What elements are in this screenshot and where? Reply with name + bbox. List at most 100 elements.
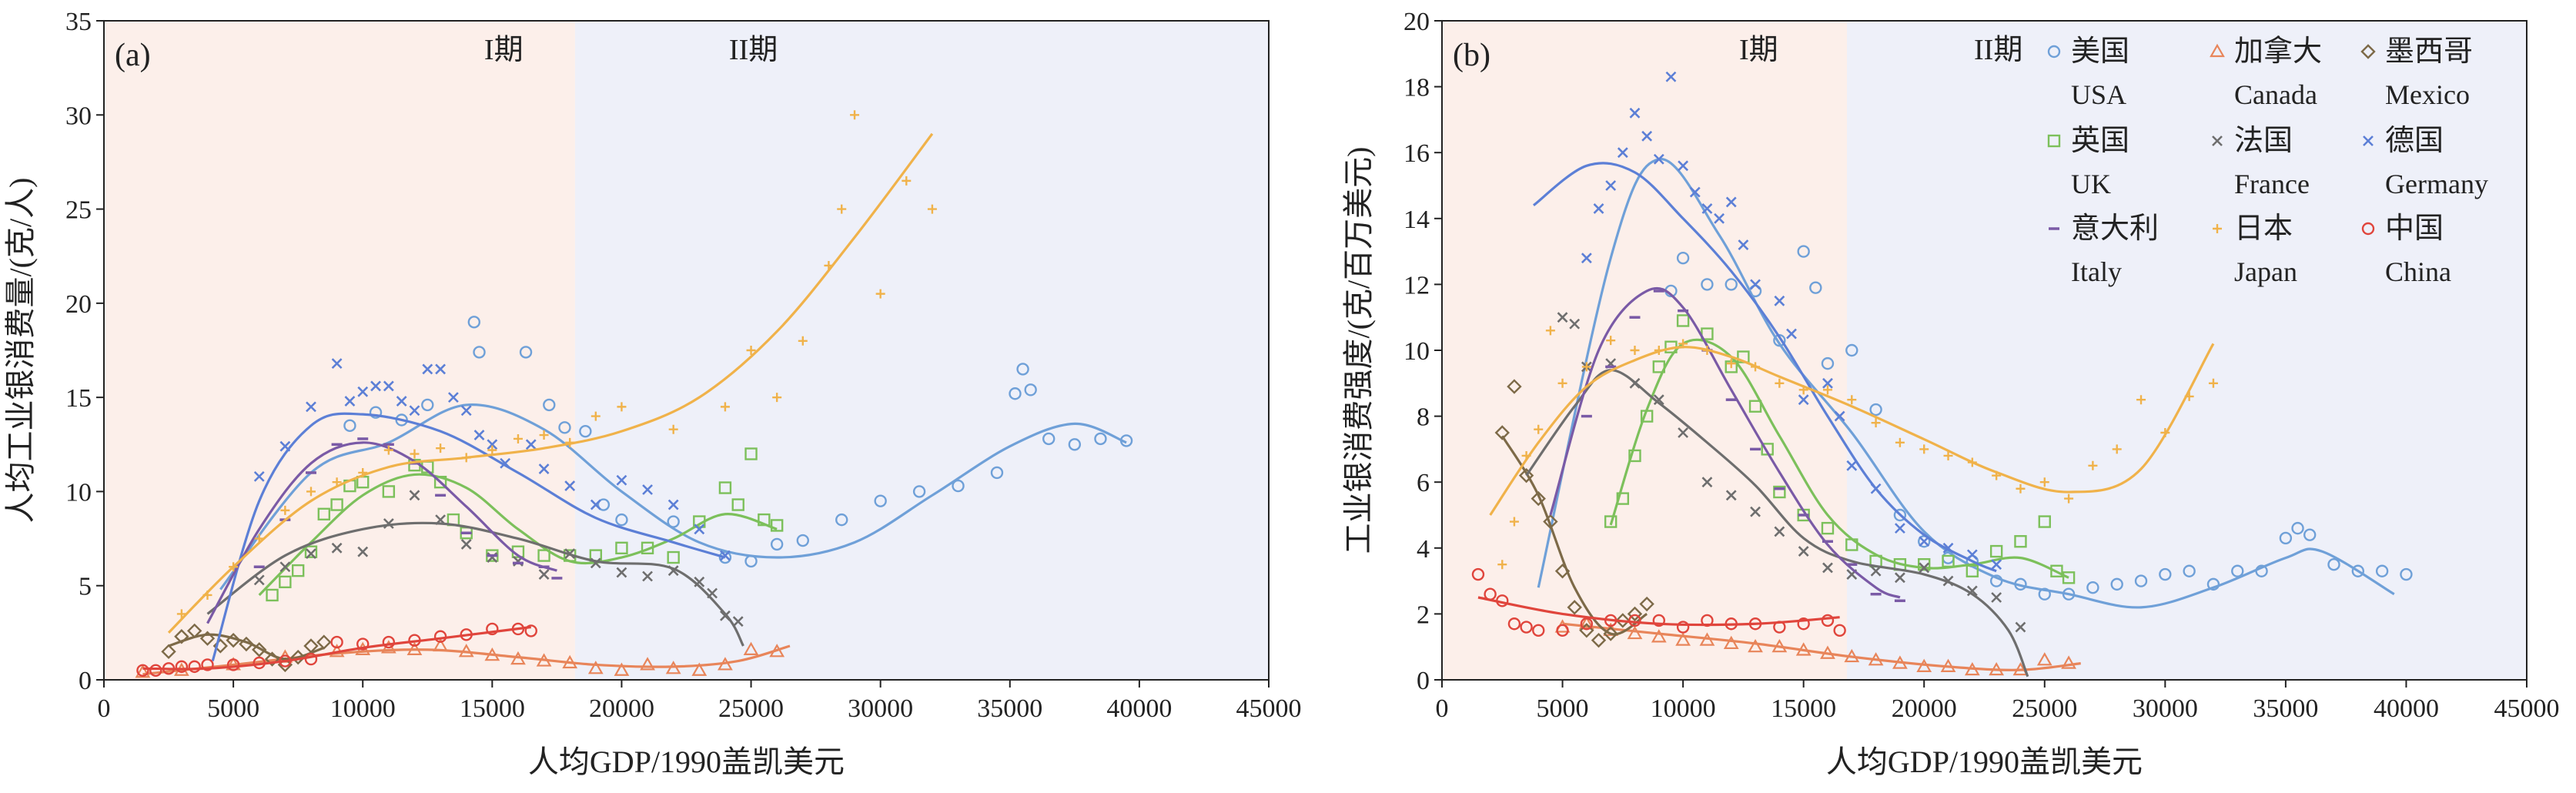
data-point-japan	[202, 590, 212, 600]
data-point-germany	[1593, 203, 1604, 214]
data-point-uk	[1628, 449, 1641, 463]
data-point-germany	[500, 457, 511, 469]
data-point-france	[1870, 565, 1882, 577]
data-point-usa	[1119, 434, 1133, 447]
y-tick-label: 8	[1417, 403, 1430, 432]
data-point-canada	[1699, 632, 1715, 646]
data-point-mexico	[1615, 613, 1631, 628]
data-point-japan	[565, 437, 575, 447]
x-tick-label: 20000	[589, 694, 654, 723]
legend-label-en-usa: USA	[2071, 79, 2126, 110]
data-point-usa	[1676, 251, 1690, 265]
x-tick-label: 5000	[1537, 694, 1589, 723]
legend-label-cn-usa: 美国	[2071, 35, 2129, 68]
data-point-china	[486, 622, 499, 636]
data-point-japan	[1726, 359, 1736, 369]
data-point-japan	[487, 445, 497, 455]
data-point-mexico	[290, 649, 306, 665]
legend-marker-china	[2361, 222, 2375, 236]
x-tick-label: 35000	[977, 694, 1042, 723]
data-point-france	[1629, 377, 1641, 389]
data-point-japan	[1630, 346, 1640, 355]
data-point-usa	[1869, 403, 1882, 417]
data-point-mexico	[264, 651, 280, 667]
data-point-canada	[743, 641, 759, 655]
data-point-france	[1725, 490, 1737, 501]
data-point-canada	[718, 657, 733, 671]
data-point-canada	[665, 661, 681, 674]
data-point-japan	[1943, 450, 1953, 460]
data-point-japan	[1895, 437, 1905, 447]
data-point-uk	[330, 498, 343, 511]
legend-label-en-japan: Japan	[2234, 256, 2297, 287]
data-point-japan	[2208, 378, 2218, 388]
data-point-canada	[2036, 652, 2052, 666]
data-point-japan	[332, 477, 342, 487]
data-point-germany	[1798, 394, 1809, 406]
data-point-uk	[718, 481, 732, 494]
data-point-china	[1484, 587, 1497, 601]
trend-line-germany	[1533, 162, 1997, 573]
x-tick-label: 25000	[718, 694, 784, 723]
legend-label-en-uk: UK	[2071, 169, 2111, 199]
data-point-germany	[460, 405, 472, 417]
data-point-china	[1773, 621, 1786, 634]
data-point-france	[460, 538, 472, 550]
y-tick-label: 16	[1403, 139, 1430, 168]
data-point-germany	[1653, 153, 1664, 165]
data-point-china	[1725, 617, 1738, 631]
data-point-germany	[1750, 279, 1761, 290]
data-point-japan	[1497, 560, 1507, 570]
data-point-france	[409, 490, 420, 501]
data-point-germany	[1629, 107, 1641, 119]
data-point-china	[188, 660, 201, 674]
data-point-usa	[796, 534, 810, 547]
data-point-uk	[770, 519, 784, 532]
data-point-canada	[1723, 635, 1739, 650]
data-point-uk	[1918, 558, 1931, 571]
data-point-japan	[772, 393, 782, 403]
data-point-uk	[2062, 571, 2076, 584]
panel-a: I期 II期 0 5000 10000 15000 20000 25000 30000 35000…	[3, 8, 1302, 779]
data-point-mexico	[316, 634, 332, 650]
data-point-china	[1676, 621, 1690, 634]
data-point-china	[382, 635, 396, 649]
data-point-japan	[2088, 460, 2098, 470]
x-tick-label: 45000	[1236, 694, 1302, 723]
data-point-uk	[2050, 564, 2063, 577]
data-point-germany	[590, 499, 601, 510]
data-point-usa	[467, 316, 480, 329]
data-point-uk	[1773, 485, 1786, 499]
data-point-uk	[615, 541, 628, 554]
x-axis-label: 人均GDP/1990盖凯美元	[1826, 744, 2143, 779]
data-point-germany	[720, 550, 731, 561]
data-point-usa	[2327, 558, 2340, 571]
data-point-usa	[1893, 508, 1907, 522]
data-point-canada	[1627, 625, 1643, 640]
data-point-japan	[254, 534, 264, 544]
data-point-france	[435, 514, 447, 526]
y-tick-label: 20	[65, 290, 92, 319]
data-point-france	[1569, 318, 1581, 330]
data-point-usa	[1821, 356, 1835, 370]
y-tick-label: 20	[1403, 8, 1430, 36]
data-point-uk	[1845, 538, 1858, 551]
data-point-japan	[1919, 444, 1929, 454]
data-point-china	[1821, 614, 1835, 627]
phase-1-region	[104, 21, 575, 680]
data-point-uk	[1604, 515, 1618, 528]
data-point-china	[330, 635, 343, 649]
data-point-canada	[1820, 645, 1835, 659]
data-point-usa	[1009, 387, 1022, 400]
trend-line-usa	[219, 403, 1127, 591]
data-point-uk	[693, 515, 706, 528]
trend-line-japan	[167, 132, 934, 634]
data-point-china	[1748, 617, 1762, 631]
data-point-usa	[579, 424, 592, 438]
data-point-china	[1797, 617, 1810, 631]
legend-label-en-china: China	[2385, 256, 2451, 287]
x-tick-label: 0	[1436, 694, 1449, 723]
data-point-germany	[667, 499, 679, 510]
data-point-germany	[1870, 483, 1882, 494]
data-point-canada	[1940, 658, 1956, 672]
